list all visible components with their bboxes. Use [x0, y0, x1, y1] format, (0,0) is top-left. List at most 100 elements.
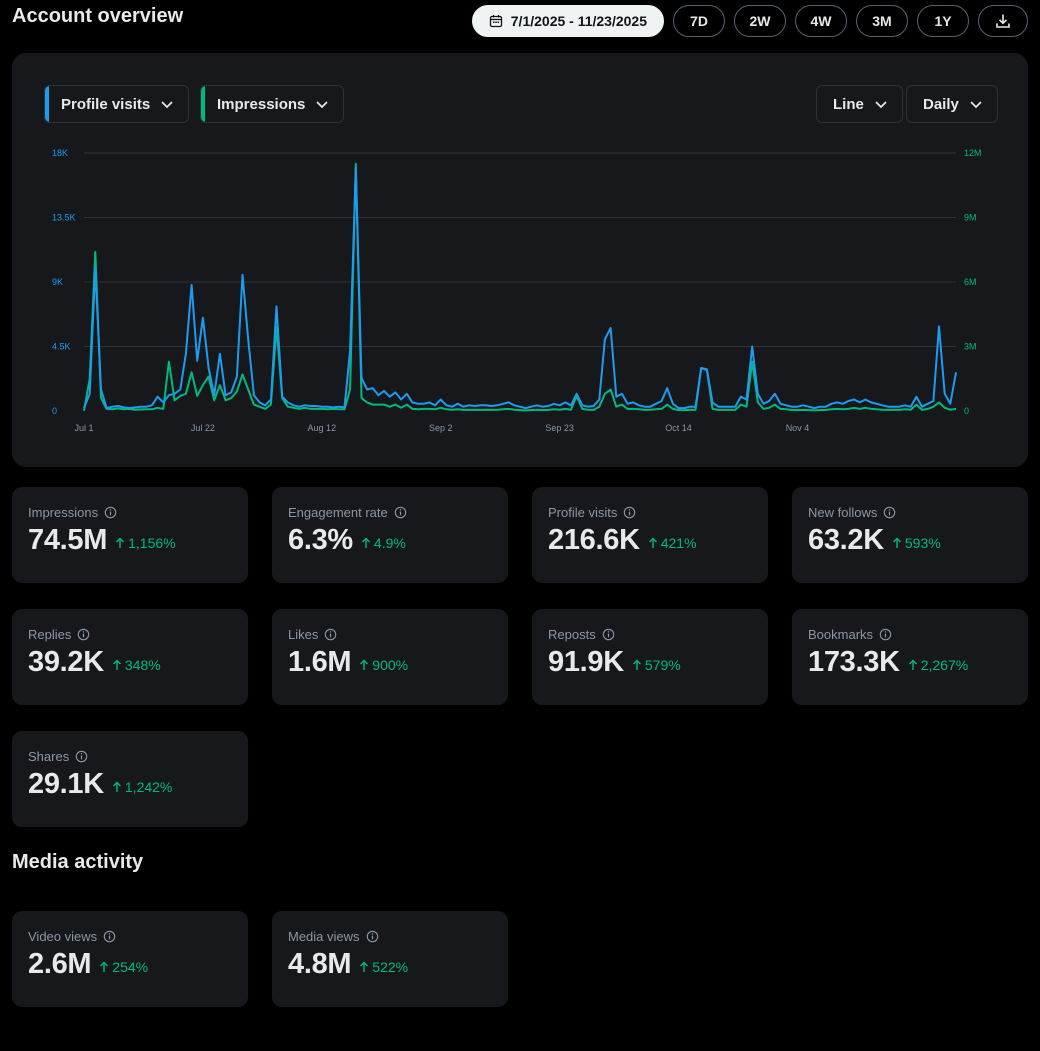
stat-label-row: Profile visits: [548, 505, 752, 520]
y-right-tick-label: 12M: [964, 148, 982, 158]
download-icon: [996, 14, 1010, 28]
stat-change-value: 254%: [112, 959, 149, 975]
chart-card: Profile visits Impressions Line Daily 0 0…: [12, 53, 1028, 467]
stat-value-row: 63.2K 593%: [808, 524, 1012, 557]
stat-label-row: Video views: [28, 929, 232, 944]
line-chart[interactable]: 0 0 4.5K 3M 9K 6M 13.5K 9M 18K 12M Jul 1 Jul 22 Aug …: [12, 133, 1028, 433]
stat-value-row: 173.3K 2,267%: [808, 646, 1012, 679]
stat-value: 91.9K: [548, 646, 624, 678]
stat-change: 1,242%: [112, 779, 172, 795]
date-range-label: 7/1/2025 - 11/23/2025: [510, 13, 647, 29]
stat-value-row: 2.6M 254%: [28, 948, 232, 981]
stat-change: 421%: [648, 535, 697, 551]
info-icon[interactable]: [75, 750, 88, 763]
metric-b-label: Impressions: [217, 95, 306, 113]
stat-label-row: Replies: [28, 627, 232, 642]
stat-card[interactable]: Shares 29.1K 1,242%: [12, 731, 248, 827]
info-icon[interactable]: [366, 930, 379, 943]
stat-value-row: 6.3% 4.9%: [288, 524, 492, 557]
arrow-up-icon: [892, 537, 901, 548]
info-icon[interactable]: [104, 506, 117, 519]
series-line-impressions: [83, 162, 957, 412]
stat-change-value: 4.9%: [373, 535, 406, 551]
date-range-button[interactable]: 7/1/2025 - 11/23/2025: [471, 5, 664, 37]
stat-label-row: Shares: [28, 749, 232, 764]
stat-value-row: 1.6M 900%: [288, 646, 492, 679]
download-button[interactable]: [978, 5, 1028, 37]
stat-label: Shares: [28, 749, 70, 764]
y-right-tick-label: 6M: [964, 277, 977, 287]
stat-card[interactable]: Media views 4.8M 522%: [272, 911, 508, 1007]
stat-value: 74.5M: [28, 524, 108, 556]
media-activity-title: Media activity: [12, 851, 144, 873]
stat-card[interactable]: New follows 63.2K 593%: [792, 487, 1028, 583]
info-icon[interactable]: [623, 506, 636, 519]
stat-change-value: 1,242%: [124, 779, 173, 795]
stat-value: 4.8M: [288, 948, 352, 980]
range-7d-button[interactable]: 7D: [673, 5, 725, 37]
stat-label: New follows: [808, 505, 878, 520]
stat-value-row: 216.6K 421%: [548, 524, 752, 557]
stat-change-value: 579%: [644, 657, 681, 673]
stat-label-row: Engagement rate: [288, 505, 492, 520]
stat-change-value: 1,156%: [128, 535, 176, 551]
info-icon[interactable]: [394, 506, 407, 519]
stat-card[interactable]: Impressions 74.5M 1,156%: [12, 487, 248, 583]
granularity-label: Daily: [923, 95, 959, 113]
x-tick-label: Jul 22: [191, 423, 215, 433]
stat-value: 6.3%: [288, 524, 353, 556]
stat-change: 579%: [632, 657, 681, 673]
stat-label: Likes: [288, 627, 319, 642]
metric-a-dropdown[interactable]: Profile visits: [44, 85, 190, 123]
stat-value: 173.3K: [808, 646, 900, 678]
y-left-tick-label: 0: [52, 406, 57, 416]
range-4w-button[interactable]: 4W: [795, 5, 847, 37]
stat-label: Engagement rate: [288, 505, 388, 520]
stat-label: Bookmarks: [808, 627, 874, 642]
stat-label-row: Media views: [288, 929, 492, 944]
chart-type-dropdown[interactable]: Line: [816, 85, 903, 123]
stat-change-value: 348%: [124, 657, 161, 673]
x-tick-label: Nov 4: [786, 423, 810, 433]
stat-card[interactable]: Replies 39.2K 348%: [12, 609, 248, 705]
stat-value: 216.6K: [548, 524, 640, 556]
stat-value-row: 4.8M 522%: [288, 948, 492, 981]
range-2w-button[interactable]: 2W: [734, 5, 786, 37]
x-tick-label: Oct 14: [665, 423, 692, 433]
stat-change-value: 2,267%: [920, 657, 969, 673]
x-tick-label: Aug 12: [308, 423, 337, 433]
stat-value: 63.2K: [808, 524, 884, 556]
arrow-up-icon: [116, 537, 125, 548]
stat-card[interactable]: Likes 1.6M 900%: [272, 609, 508, 705]
range-1y-button[interactable]: 1Y: [917, 5, 969, 37]
info-icon[interactable]: [879, 628, 892, 641]
series-line-profile-visits: [83, 166, 957, 410]
chevron-down-icon: [316, 101, 328, 109]
metric-a-color-bar: [45, 86, 49, 122]
info-icon[interactable]: [324, 628, 337, 641]
stat-card[interactable]: Video views 2.6M 254%: [12, 911, 248, 1007]
stat-card[interactable]: Profile visits 216.6K 421%: [532, 487, 768, 583]
stat-value-row: 91.9K 579%: [548, 646, 752, 679]
arrow-up-icon: [361, 537, 370, 548]
info-icon[interactable]: [883, 506, 896, 519]
stat-value: 29.1K: [28, 768, 104, 800]
x-tick-label: Sep 2: [429, 423, 453, 433]
stat-value: 39.2K: [28, 646, 104, 678]
stat-change: 522%: [359, 959, 408, 975]
range-3m-button[interactable]: 3M: [856, 5, 908, 37]
stat-card[interactable]: Bookmarks 173.3K 2,267%: [792, 609, 1028, 705]
info-icon[interactable]: [77, 628, 90, 641]
granularity-dropdown[interactable]: Daily: [906, 85, 998, 123]
stat-card[interactable]: Reposts 91.9K 579%: [532, 609, 768, 705]
metric-b-dropdown[interactable]: Impressions: [200, 85, 345, 123]
arrow-up-icon: [648, 537, 657, 548]
header: Account overview 7/1/2025 - 11/23/2025 7…: [12, 0, 1028, 42]
stat-value-row: 39.2K 348%: [28, 646, 232, 679]
y-right-tick-label: 0: [964, 406, 969, 416]
stat-card[interactable]: Engagement rate 6.3% 4.9%: [272, 487, 508, 583]
stat-change: 900%: [359, 657, 408, 673]
x-tick-label: Jul 1: [74, 423, 93, 433]
info-icon[interactable]: [602, 628, 615, 641]
info-icon[interactable]: [103, 930, 116, 943]
